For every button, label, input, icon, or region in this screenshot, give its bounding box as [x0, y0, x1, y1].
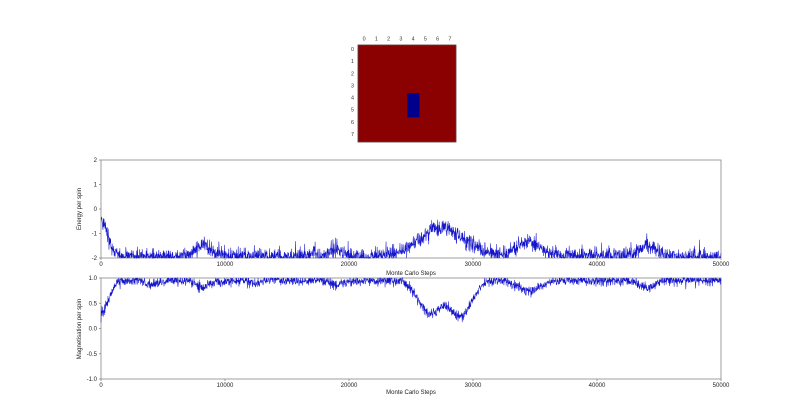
- svg-text:2: 2: [387, 37, 390, 43]
- svg-text:30000: 30000: [465, 383, 482, 389]
- svg-text:3: 3: [351, 83, 354, 89]
- svg-text:-1.0: -1.0: [87, 377, 98, 383]
- svg-text:0: 0: [99, 262, 103, 268]
- svg-text:0.5: 0.5: [89, 301, 98, 307]
- svg-text:Monte Carlo Steps: Monte Carlo Steps: [386, 390, 436, 396]
- svg-text:6: 6: [351, 120, 354, 126]
- svg-text:2: 2: [351, 71, 354, 77]
- svg-text:10000: 10000: [217, 262, 234, 268]
- svg-text:40000: 40000: [589, 262, 606, 268]
- svg-text:5: 5: [424, 37, 427, 43]
- svg-text:-2: -2: [92, 256, 98, 262]
- svg-text:0: 0: [94, 207, 98, 213]
- svg-text:50000: 50000: [713, 262, 730, 268]
- svg-text:20000: 20000: [341, 383, 358, 389]
- svg-text:50000: 50000: [713, 383, 730, 389]
- svg-text:Monte Carlo Steps: Monte Carlo Steps: [386, 271, 436, 277]
- svg-text:-0.5: -0.5: [87, 352, 98, 358]
- svg-text:0: 0: [351, 47, 354, 53]
- svg-text:2: 2: [94, 158, 98, 164]
- svg-text:1: 1: [375, 37, 378, 43]
- svg-text:0.0: 0.0: [89, 327, 98, 333]
- svg-text:Magnetisation per spin: Magnetisation per spin: [77, 299, 83, 359]
- svg-text:30000: 30000: [465, 262, 482, 268]
- svg-text:20000: 20000: [341, 262, 358, 268]
- svg-text:40000: 40000: [589, 383, 606, 389]
- svg-text:0: 0: [99, 383, 103, 389]
- svg-text:5: 5: [351, 108, 354, 114]
- svg-text:3: 3: [399, 37, 402, 43]
- svg-text:10000: 10000: [217, 383, 234, 389]
- svg-text:Energy per spin: Energy per spin: [77, 188, 83, 230]
- svg-text:7: 7: [448, 37, 451, 43]
- svg-text:6: 6: [436, 37, 439, 43]
- svg-text:-1: -1: [92, 232, 98, 238]
- svg-text:1: 1: [351, 59, 354, 65]
- svg-text:4: 4: [412, 37, 415, 43]
- svg-text:1.0: 1.0: [89, 276, 98, 282]
- svg-text:4: 4: [351, 96, 354, 102]
- svg-text:1: 1: [94, 183, 98, 189]
- svg-text:0: 0: [363, 37, 366, 43]
- svg-text:7: 7: [351, 132, 354, 138]
